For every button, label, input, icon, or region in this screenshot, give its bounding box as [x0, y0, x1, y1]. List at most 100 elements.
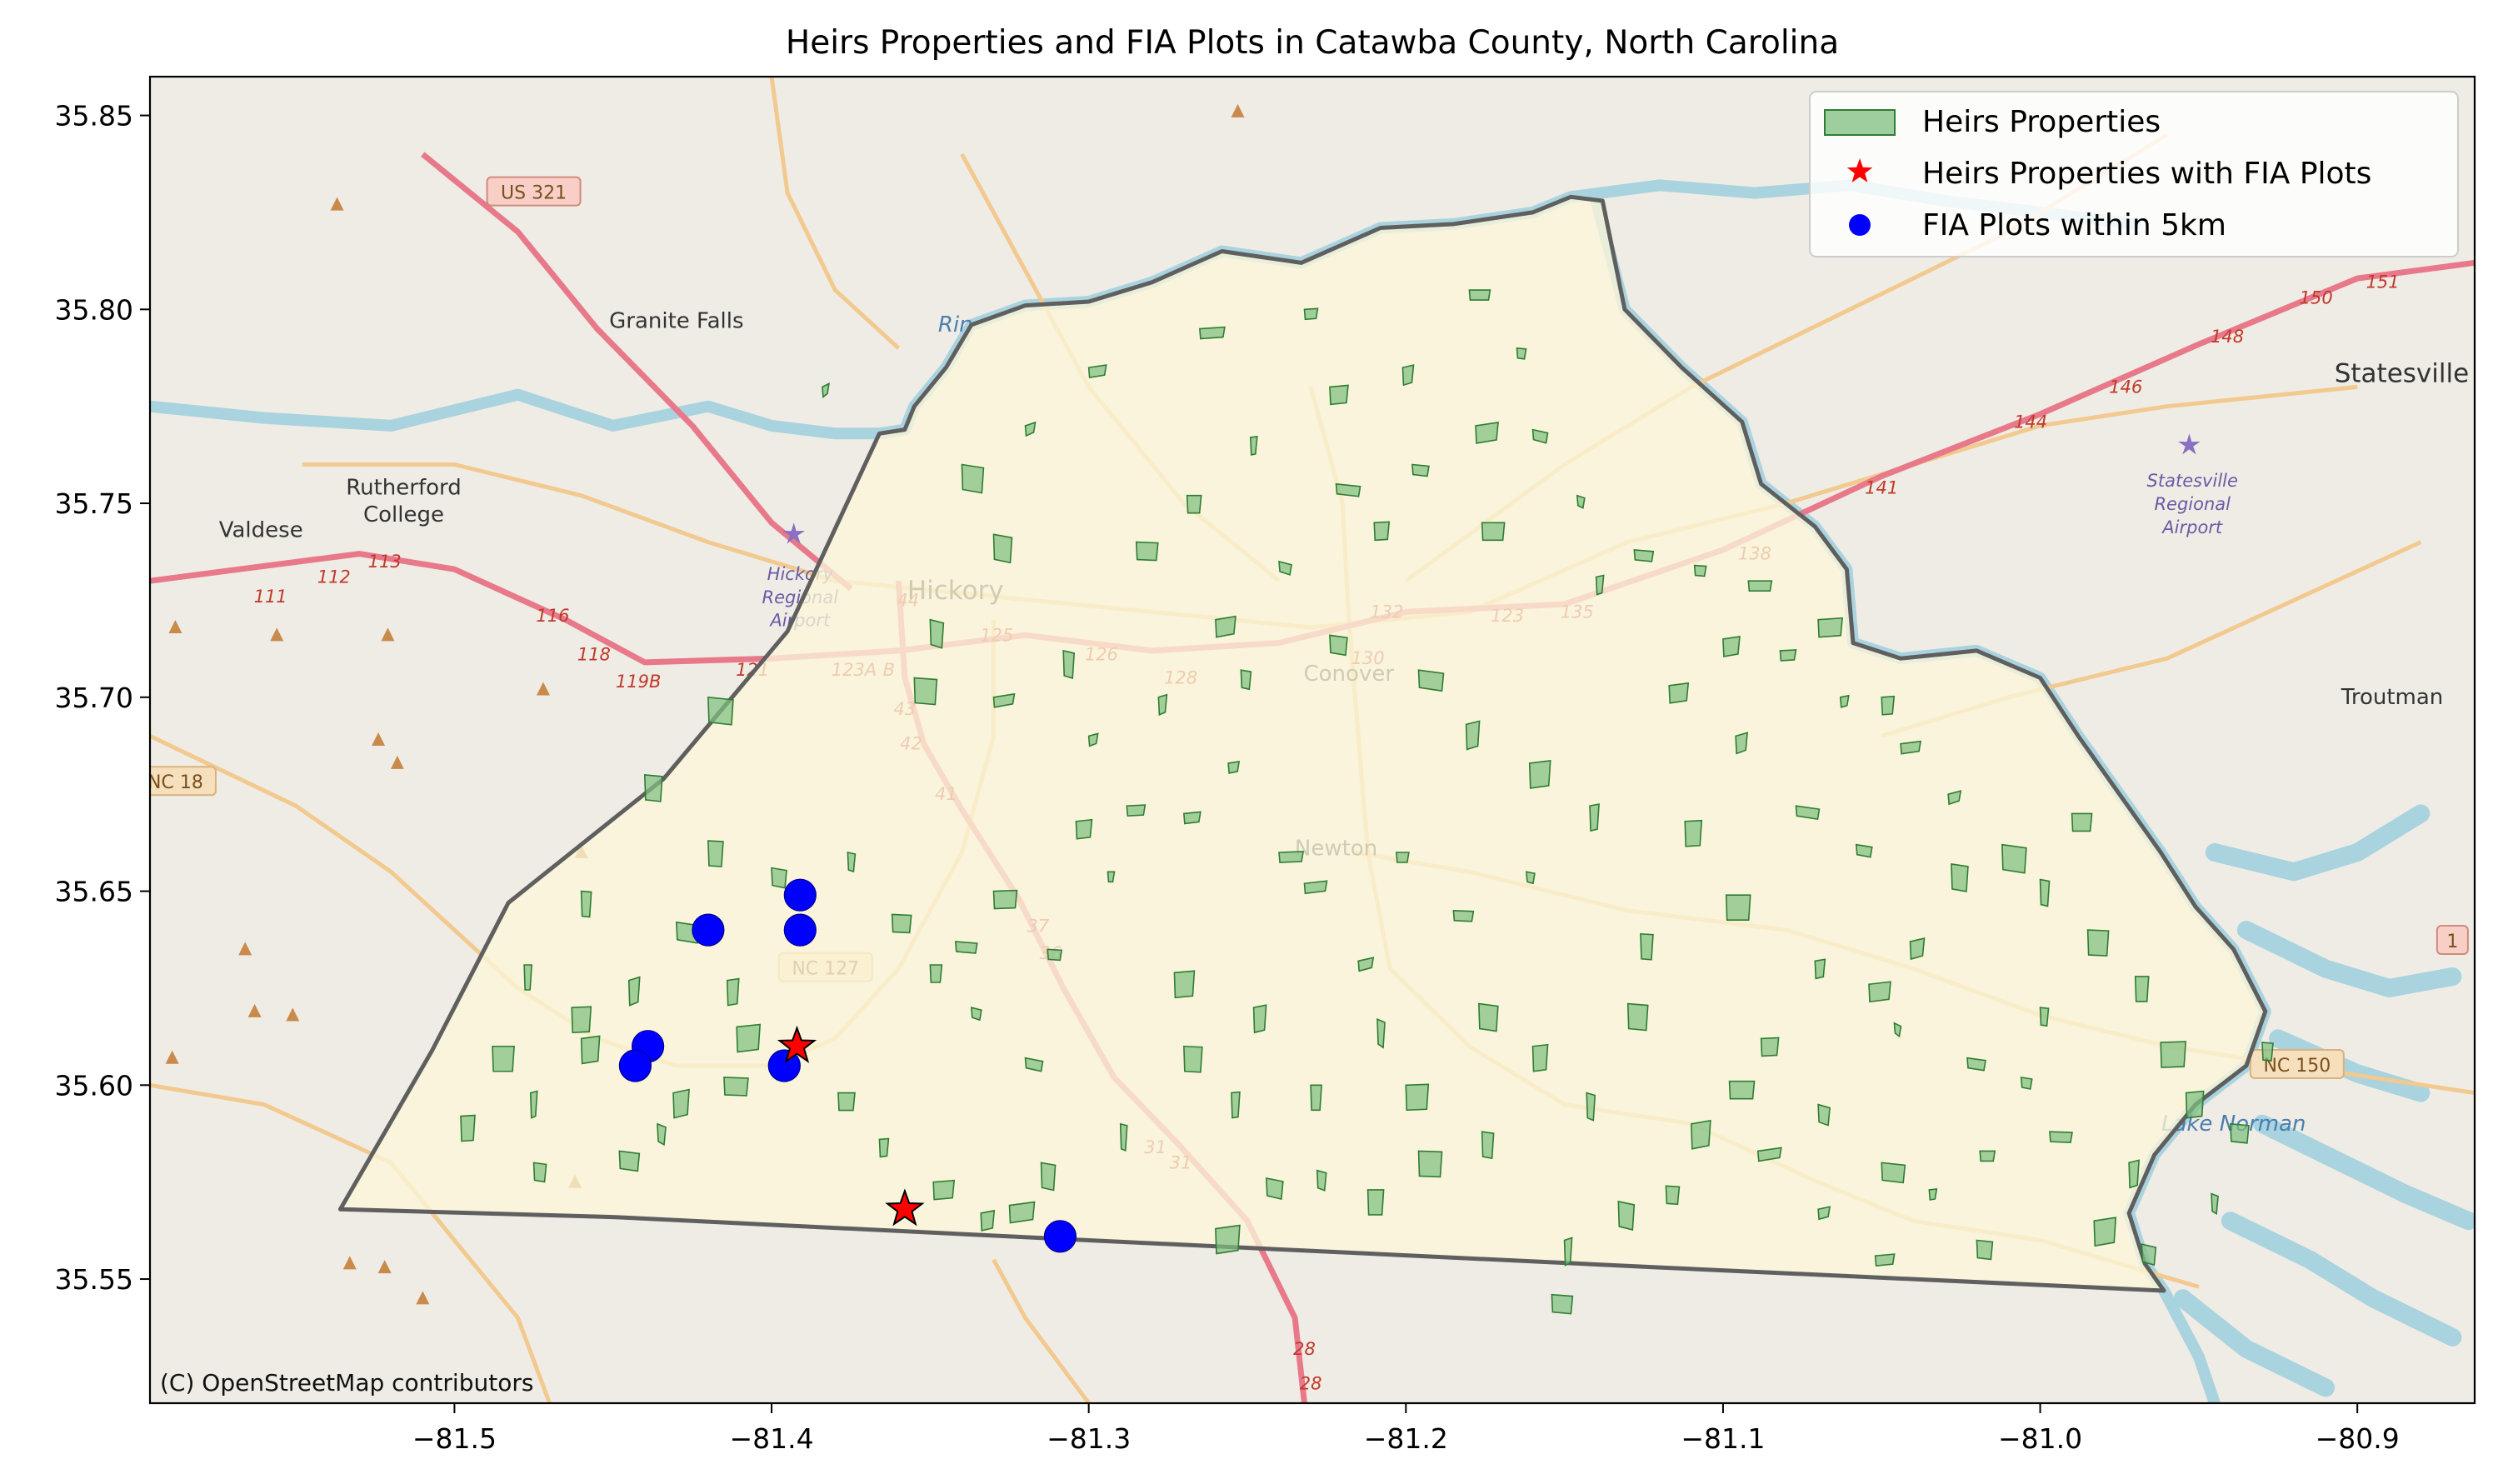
heirs-property-parcel[interactable] [1722, 636, 1741, 657]
heirs-property-parcel[interactable] [1182, 811, 1202, 825]
heirs-property-parcel[interactable] [1047, 948, 1063, 962]
heirs-property-parcel[interactable] [1183, 1045, 1203, 1073]
heirs-property-parcel[interactable] [1528, 760, 1551, 789]
heirs-property-parcel[interactable] [1329, 634, 1348, 657]
heirs-property-parcel[interactable] [1357, 957, 1375, 972]
heirs-property-parcel[interactable] [1795, 805, 1821, 821]
heirs-property-parcel[interactable] [1249, 435, 1258, 456]
heirs-property-parcel[interactable] [992, 692, 1016, 708]
fia-plot-point[interactable] [783, 913, 817, 947]
heirs-property-parcel[interactable] [1215, 615, 1237, 638]
heirs-property-parcel[interactable] [1173, 970, 1196, 999]
heirs-property-parcel[interactable] [736, 1023, 762, 1053]
heirs-property-parcel[interactable] [1366, 1189, 1385, 1216]
heirs-property-parcel[interactable] [1868, 981, 1891, 1003]
heirs-property-parcel[interactable] [618, 1150, 641, 1172]
heirs-property-parcel[interactable] [1395, 852, 1410, 863]
heirs-property-parcel[interactable] [1814, 958, 1826, 980]
heirs-property-parcel[interactable] [1135, 541, 1159, 562]
heirs-property-parcel[interactable] [1855, 843, 1873, 858]
heirs-property-parcel[interactable] [1900, 740, 1922, 755]
heirs-property-parcel[interactable] [1551, 1293, 1574, 1315]
fia-plot-point[interactable] [783, 878, 817, 912]
fia-plot-point[interactable] [692, 913, 725, 947]
heirs-property-parcel[interactable] [1881, 695, 1896, 716]
heirs-property-parcel[interactable] [627, 976, 641, 1007]
heirs-property-parcel[interactable] [891, 913, 912, 934]
heirs-property-parcel[interactable] [1468, 289, 1491, 301]
heirs-property-parcel[interactable] [1215, 1224, 1241, 1255]
heirs-property-parcel[interactable] [2230, 1122, 2250, 1144]
heirs-property-parcel[interactable] [847, 851, 857, 873]
legend-entry-fia-plots[interactable]: FIA Plots within 5km [1849, 208, 2226, 242]
heirs-property-parcel[interactable] [2049, 1131, 2073, 1143]
heirs-property-parcel[interactable] [1062, 649, 1076, 679]
heirs-property-parcel[interactable] [1756, 1147, 1782, 1162]
heirs-property-parcel[interactable] [1008, 1201, 1036, 1224]
heirs-property-parcel[interactable] [1265, 1177, 1284, 1201]
heirs-property-parcel[interactable] [1881, 1162, 1906, 1184]
heirs-property-parcel[interactable] [1401, 364, 1415, 387]
heirs-property-parcel[interactable] [523, 964, 532, 991]
heirs-property-parcel[interactable] [1668, 682, 1690, 704]
heirs-property-parcel[interactable] [1595, 574, 1605, 596]
heirs-property-parcel[interactable] [1640, 932, 1654, 961]
heirs-property-parcel[interactable] [726, 977, 740, 1007]
heirs-property-parcel[interactable] [532, 1162, 547, 1183]
heirs-property-parcel[interactable] [1516, 347, 1527, 360]
legend-entry-heirs-properties[interactable]: Heirs Properties [1824, 105, 2161, 139]
heirs-property-parcel[interactable] [1240, 669, 1252, 691]
heirs-property-parcel[interactable] [1589, 803, 1600, 832]
heirs-property-parcel[interactable] [1119, 1122, 1128, 1152]
heirs-property-parcel[interactable] [707, 840, 724, 867]
heirs-property-parcel[interactable] [1024, 1057, 1044, 1072]
heirs-property-parcel[interactable] [932, 1179, 956, 1201]
heirs-property-parcel[interactable] [1951, 863, 1969, 892]
heirs-property-parcel[interactable] [1526, 871, 1536, 885]
heirs-property-parcel[interactable] [580, 1035, 601, 1065]
heirs-property-parcel[interactable] [1405, 1083, 1430, 1112]
heirs-property-parcel[interactable] [929, 964, 943, 983]
heirs-property-parcel[interactable] [1199, 326, 1226, 340]
heirs-property-parcel[interactable] [1310, 1084, 1322, 1112]
heirs-property-parcel[interactable] [1477, 1002, 1499, 1032]
heirs-property-parcel[interactable] [2039, 1007, 2050, 1027]
heirs-property-parcel[interactable] [1725, 894, 1751, 921]
heirs-property-parcel[interactable] [1976, 1239, 1994, 1261]
heirs-property-parcel[interactable] [1107, 871, 1116, 883]
heirs-property-parcel[interactable] [1874, 1253, 1896, 1267]
heirs-property-parcel[interactable] [580, 890, 592, 918]
heirs-property-parcel[interactable] [643, 774, 663, 802]
heirs-property-parcel[interactable] [2261, 1042, 2274, 1062]
heirs-property-parcel[interactable] [492, 1045, 515, 1072]
heirs-property-parcel[interactable] [1928, 1188, 1938, 1201]
heirs-with-fia-star[interactable] [885, 1188, 925, 1227]
heirs-property-parcel[interactable] [2128, 1159, 2140, 1189]
heirs-property-parcel[interactable] [2039, 878, 2051, 907]
heirs-property-parcel[interactable] [1576, 494, 1586, 509]
heirs-property-parcel[interactable] [1893, 1022, 1902, 1038]
heirs-property-parcel[interactable] [1303, 307, 1319, 321]
heirs-property-parcel[interactable] [1087, 732, 1099, 747]
heirs-property-parcel[interactable] [2020, 1077, 2033, 1090]
heirs-property-parcel[interactable] [878, 1137, 890, 1158]
heirs-property-parcel[interactable] [1626, 1002, 1649, 1032]
heirs-property-parcel[interactable] [2086, 929, 2110, 957]
heirs-property-parcel[interactable] [1979, 1150, 1996, 1162]
heirs-property-parcel[interactable] [1817, 617, 1843, 638]
heirs-property-parcel[interactable] [1633, 549, 1655, 562]
heirs-property-parcel[interactable] [822, 382, 830, 398]
heirs-property-parcel[interactable] [1475, 422, 1499, 444]
heirs-property-parcel[interactable] [1157, 693, 1168, 716]
heirs-property-parcel[interactable] [1760, 1037, 1780, 1057]
heirs-property-parcel[interactable] [1335, 482, 1361, 497]
heirs-property-parcel[interactable] [929, 618, 945, 649]
heirs-property-parcel[interactable] [2134, 976, 2150, 1002]
heirs-property-parcel[interactable] [1465, 720, 1481, 751]
heirs-property-parcel[interactable] [1227, 760, 1241, 774]
heirs-property-parcel[interactable] [1024, 421, 1037, 437]
heirs-property-parcel[interactable] [1373, 521, 1391, 542]
heirs-property-parcel[interactable] [2185, 1090, 2205, 1119]
heirs-property-parcel[interactable] [913, 677, 938, 706]
heirs-property-parcel[interactable] [1252, 1004, 1267, 1034]
